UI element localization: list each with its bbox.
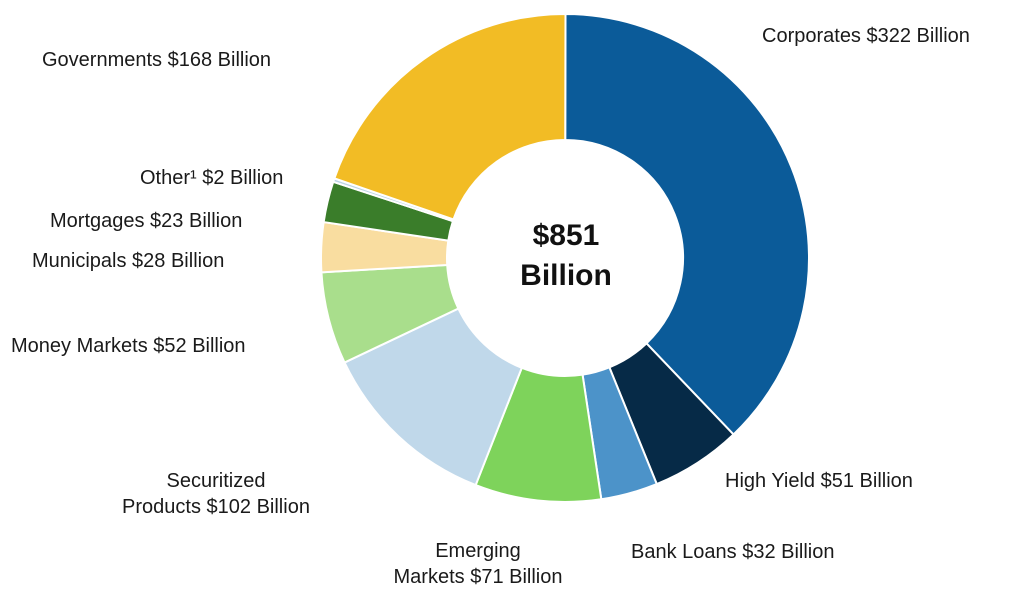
slice-label-governments: Governments $168 Billion bbox=[42, 49, 272, 71]
slice-label-emerging-markets: Emerging Markets $71 Billion bbox=[370, 538, 586, 590]
slice-label-bank-loans: Bank Loans $32 Billion bbox=[631, 541, 835, 563]
slice-label-emerging-line2: Markets $71 Billion bbox=[393, 566, 563, 588]
slice-securitized bbox=[343, 307, 524, 487]
slice-label-securitized-line2: Products $102 Billion bbox=[122, 496, 310, 518]
slice-label-corporates: Corporates $322 Billion bbox=[762, 25, 970, 47]
total-amount: $851 bbox=[532, 219, 600, 252]
slice-label-mortgages: Mortgages $23 Billion bbox=[50, 210, 243, 232]
total-unit: Billion bbox=[520, 259, 612, 292]
slice-label-securitized-products: Securitized Products $102 Billion bbox=[96, 468, 336, 520]
slice-governments bbox=[333, 13, 567, 221]
slice-label-municipals: Municipals $28 Billion bbox=[32, 250, 225, 272]
slice-label-other: Other¹ $2 Billion bbox=[140, 167, 284, 189]
slice-label-securitized-line1: Securitized bbox=[166, 470, 266, 492]
slice-corporates bbox=[564, 12, 810, 436]
slice-label-high-yield: High Yield $51 Billion bbox=[725, 470, 913, 492]
slice-label-emerging-line1: Emerging bbox=[435, 540, 521, 562]
total-label: $851 Billion bbox=[466, 216, 666, 296]
slice-label-money-markets: Money Markets $52 Billion bbox=[11, 335, 246, 357]
